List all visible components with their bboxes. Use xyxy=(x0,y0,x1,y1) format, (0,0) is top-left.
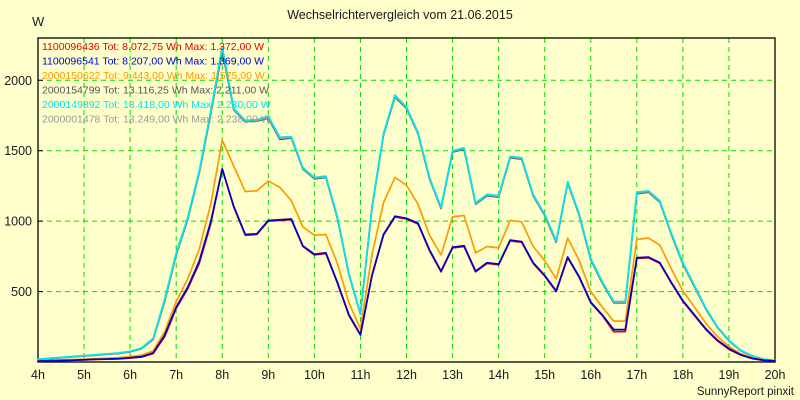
x-tick-label: 9h xyxy=(261,368,275,382)
legend-entry-2000001478: 2000001478 Tot: 13.249,00 Wh Max: 2.238,… xyxy=(42,113,271,125)
legend-entry-1100096541: 1100096541 Tot: 8.207,00 Wh Max: 1.369,0… xyxy=(42,55,264,67)
legend-entry-2000154799: 2000154799 Tot: 13.116,25 Wh Max: 2.211,… xyxy=(42,84,269,96)
chart-title: Wechselrichtervergleich vom 21.06.2015 xyxy=(287,8,513,22)
series-line-2000149892 xyxy=(37,47,776,362)
y-tick-label: 1500 xyxy=(4,144,32,158)
series-line-1100096541 xyxy=(37,168,776,362)
legend-entry-1100096436: 1100096436 Tot: 8.072,75 Wh Max: 1.372,0… xyxy=(42,41,264,53)
legend-entry-2000150622: 2000150622 Tot: 9.443,00 Wh Max: 1.575,0… xyxy=(42,70,265,82)
x-tick-label: 4h xyxy=(31,368,45,382)
x-tick-label: 7h xyxy=(169,368,183,382)
y-axis-unit-label: W xyxy=(32,14,45,29)
x-tick-label: 6h xyxy=(123,368,137,382)
legend-entry-2000149892: 2000149892 Tot: 13.418,00 Wh Max: 2.230,… xyxy=(42,99,271,111)
y-axis-tick-labels: 500 1000 1500 2000 xyxy=(4,74,32,299)
x-tick-label: 20h xyxy=(765,368,786,382)
x-tick-label: 11h xyxy=(350,368,370,382)
legend: 1100096436 Tot: 8.072,75 Wh Max: 1.372,0… xyxy=(42,41,271,126)
x-axis-tick-labels: 4h 5h 6h 7h 8h 9h 10h 11h 12h 13h 14h 15h 16h 17h 18h 1… xyxy=(31,368,785,382)
x-tick-label: 18h xyxy=(672,368,693,382)
x-tick-label: 8h xyxy=(215,368,229,382)
grid-lines xyxy=(38,38,776,362)
data-series-group xyxy=(37,45,776,363)
x-tick-label: 16h xyxy=(580,368,601,382)
x-tick-label: 17h xyxy=(626,368,647,382)
x-tick-label: 19h xyxy=(719,368,740,382)
x-tick-label: 10h xyxy=(304,368,325,382)
y-tick-label: 1000 xyxy=(4,215,32,229)
series-line-2000154799 xyxy=(37,49,776,362)
x-tick-label: 15h xyxy=(534,368,555,382)
x-tick-label: 12h xyxy=(396,368,417,382)
y-tick-label: 2000 xyxy=(4,74,32,88)
series-line-2000150622 xyxy=(37,139,776,362)
x-tick-label: 13h xyxy=(442,368,463,382)
x-tick-label: 5h xyxy=(77,368,91,382)
y-tick-label: 500 xyxy=(11,285,32,299)
x-tick-label: 14h xyxy=(488,368,509,382)
watermark-label: SunnyReport pinxit xyxy=(696,386,794,398)
axis-frame xyxy=(37,37,776,363)
